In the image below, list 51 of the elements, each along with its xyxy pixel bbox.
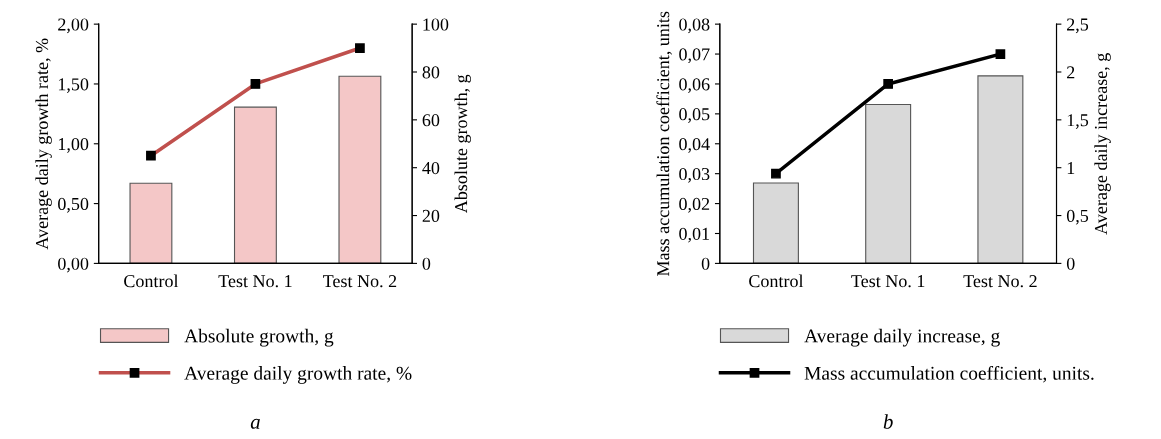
bar bbox=[977, 75, 1024, 264]
text: b bbox=[883, 414, 893, 429]
legend-label: Average daily increase, g bbox=[804, 328, 1000, 347]
y-tick-label: 0,01 bbox=[679, 227, 710, 243]
x-tick-label: Test No. 1 bbox=[851, 275, 925, 288]
y-tick-label: 0,06 bbox=[679, 78, 710, 93]
y2-tick-label: 80 bbox=[422, 66, 440, 79]
legend-label: Absolute growth, g bbox=[184, 328, 334, 347]
y2-tick-label: 1,5 bbox=[1067, 114, 1089, 129]
y-tick-label: 0,03 bbox=[679, 167, 710, 183]
y-axis-title: Mass accumulation coefficient, units bbox=[656, 11, 672, 276]
bar bbox=[752, 182, 799, 264]
y-tick-label: 0,07 bbox=[679, 48, 710, 64]
y-tick-label: 0,05 bbox=[679, 108, 710, 123]
y-tick-label: 0,02 bbox=[679, 197, 710, 213]
bar bbox=[865, 103, 912, 264]
y-tick-label: 0,08 bbox=[679, 18, 710, 34]
y2-tick-label: 0 bbox=[1066, 257, 1075, 270]
point bbox=[995, 49, 1006, 59]
x-tick-label: Control bbox=[124, 274, 179, 288]
y2-tick-label: 20 bbox=[422, 209, 440, 222]
y2-axis-title: Absolute growth, g bbox=[454, 74, 471, 214]
y2-tick-label: 2 bbox=[1067, 66, 1075, 79]
y2-tick-label: 100 bbox=[423, 18, 449, 31]
y2-tick-label: 2,5 bbox=[1067, 18, 1089, 34]
x-tick-label: Test No. 2 bbox=[963, 275, 1037, 288]
y-axis-title: Average daily growth rate, % bbox=[35, 38, 52, 250]
y-tick-label: 1,50 bbox=[58, 78, 89, 93]
legend-label: Average daily growth rate, % bbox=[184, 366, 412, 384]
y2-tick-label: 40 bbox=[422, 161, 440, 175]
y-tick-label: 0,04 bbox=[679, 138, 710, 153]
y-tick-label: 1,00 bbox=[58, 138, 89, 153]
point bbox=[771, 168, 781, 179]
y2-tick-label: 60 bbox=[422, 114, 440, 127]
y2-tick-label: 0,5 bbox=[1066, 209, 1089, 225]
y-tick-label: 0,50 bbox=[58, 197, 89, 213]
bar bbox=[129, 182, 173, 264]
y-tick-label: 0,00 bbox=[58, 257, 89, 273]
text: a bbox=[250, 418, 260, 429]
y2-tick-label: 0 bbox=[422, 257, 431, 270]
x-tick-label: Control bbox=[749, 274, 804, 288]
point bbox=[883, 79, 894, 89]
bar bbox=[338, 75, 382, 264]
y2-tick-label: 1 bbox=[1067, 162, 1075, 174]
y2-axis-title: Average daily increase, g bbox=[1094, 53, 1111, 235]
y-tick-label: 0 bbox=[701, 257, 710, 270]
x-tick-label: Test No. 2 bbox=[323, 275, 397, 288]
legend-label: Mass accumulation coefficient, units. bbox=[804, 365, 1094, 383]
x-tick-label: Test No. 1 bbox=[218, 275, 292, 288]
bar bbox=[233, 106, 277, 264]
y-tick-label: 2,00 bbox=[58, 18, 89, 34]
